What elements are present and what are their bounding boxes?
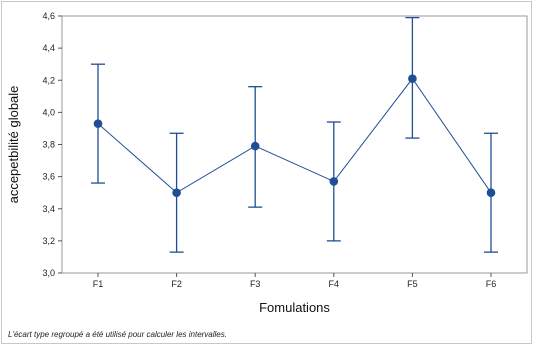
mean-point (250, 141, 260, 151)
x-tick-label: F2 (171, 279, 182, 289)
footnote: L'écart type regroupé a été utilisé pour… (8, 330, 227, 339)
y-tick-label: 4,6 (42, 11, 55, 21)
mean-point (172, 188, 181, 197)
x-axis-title: Fomulations (259, 300, 330, 315)
mean-point (93, 119, 103, 128)
x-tick-label: F1 (93, 279, 104, 289)
y-axis-title: accepetbilité globale (6, 86, 21, 204)
mean-point (486, 188, 496, 197)
y-tick-label: 4,0 (42, 107, 55, 117)
mean-connect-line (97, 77, 492, 194)
y-tick-label: 3,6 (42, 172, 55, 182)
mean-point (329, 177, 339, 186)
x-tick-label: F5 (407, 279, 418, 289)
y-tick-label: 4,4 (42, 43, 55, 53)
x-tick-label: F4 (329, 279, 340, 289)
y-tick-label: 3,2 (42, 236, 55, 246)
y-tick-label: 3,8 (42, 140, 55, 150)
x-tick-label: F6 (486, 279, 497, 289)
mean-point (408, 74, 417, 83)
y-tick-label: 3,0 (42, 268, 55, 278)
y-tick-label: 3,4 (42, 204, 55, 214)
plot-area (61, 15, 528, 274)
x-tick-label: F3 (250, 279, 261, 289)
y-tick-label: 4,2 (42, 75, 55, 85)
